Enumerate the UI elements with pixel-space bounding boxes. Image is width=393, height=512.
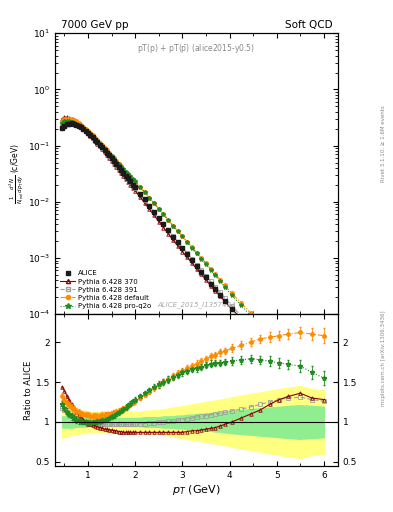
Legend: ALICE, Pythia 6.428 370, Pythia 6.428 391, Pythia 6.428 default, Pythia 6.428 pr: ALICE, Pythia 6.428 370, Pythia 6.428 39… bbox=[59, 268, 152, 311]
Y-axis label: $\frac{1}{N_{\rm inel}}\frac{d^2N}{dp_{\rm T}dy}$ (c/GeV): $\frac{1}{N_{\rm inel}}\frac{d^2N}{dp_{\… bbox=[7, 143, 25, 204]
Text: Soft QCD: Soft QCD bbox=[285, 20, 332, 31]
Text: 7000 GeV pp: 7000 GeV pp bbox=[61, 20, 128, 31]
Y-axis label: Ratio to ALICE: Ratio to ALICE bbox=[24, 360, 33, 420]
Text: Rivet 3.1.10, ≥ 1.6M events: Rivet 3.1.10, ≥ 1.6M events bbox=[381, 105, 386, 182]
Text: mcplots.cern.ch [arXiv:1306.3436]: mcplots.cern.ch [arXiv:1306.3436] bbox=[381, 311, 386, 406]
Text: pT(p) + pT($\bar{\rm p}$) (alice2015-y0.5): pT(p) + pT($\bar{\rm p}$) (alice2015-y0.… bbox=[138, 41, 255, 55]
X-axis label: $p_T$ (GeV): $p_T$ (GeV) bbox=[172, 482, 221, 497]
Text: ALICE_2015_I1357424: ALICE_2015_I1357424 bbox=[157, 302, 236, 309]
